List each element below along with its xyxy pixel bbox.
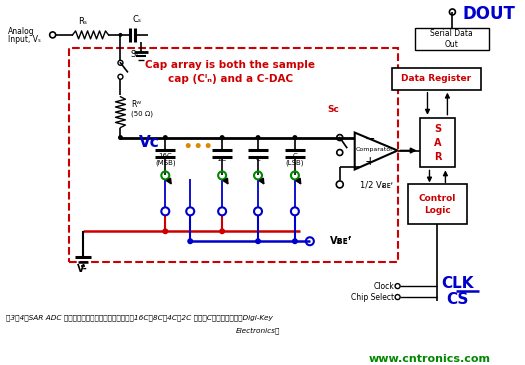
- Text: Cap array is both the sample
cap (Cᴵₙ) and a C-DAC: Cap array is both the sample cap (Cᴵₙ) a…: [145, 60, 315, 84]
- Text: Input, Vₛ: Input, Vₛ: [8, 35, 40, 45]
- Bar: [415, 28, 489, 50]
- Text: 2C: 2C: [217, 157, 227, 162]
- Circle shape: [255, 238, 261, 244]
- Text: CS: CS: [446, 292, 469, 307]
- Bar: [419, 118, 455, 168]
- Text: DOUT: DOUT: [463, 5, 516, 23]
- Circle shape: [256, 135, 260, 140]
- Text: Control
Logic: Control Logic: [419, 193, 456, 215]
- Circle shape: [118, 135, 123, 140]
- Text: Sᴄ: Sᴄ: [328, 105, 340, 114]
- Text: Cₛ: Cₛ: [133, 15, 142, 24]
- Circle shape: [292, 135, 297, 140]
- Text: Comparator: Comparator: [356, 147, 394, 152]
- Text: S₁: S₁: [130, 50, 139, 59]
- Text: 16C
(MSB): 16C (MSB): [155, 153, 176, 166]
- Text: 1/2 Vᴃᴇᶠ: 1/2 Vᴃᴇᶠ: [360, 181, 393, 190]
- Text: C
(LSB): C (LSB): [286, 153, 304, 166]
- Text: 图3：4位SAR ADC 光幂具有完整的数字加权电容阵列：16C、8C、4C、2C 和两个C。（图片来源：Digi-Key: 图3：4位SAR ADC 光幂具有完整的数字加权电容阵列：16C、8C、4C、2…: [6, 314, 272, 320]
- Text: www.cntronics.com: www.cntronics.com: [369, 354, 490, 364]
- Circle shape: [292, 238, 298, 244]
- Text: V-: V-: [77, 264, 88, 274]
- Text: +: +: [364, 155, 375, 168]
- Text: Rₛ: Rₛ: [78, 18, 87, 26]
- Text: S
A
R: S A R: [434, 123, 441, 162]
- Text: CLK: CLK: [441, 276, 474, 291]
- Circle shape: [219, 228, 225, 234]
- Text: Clock: Clock: [374, 281, 395, 291]
- Text: Vᴄ: Vᴄ: [139, 135, 160, 150]
- Bar: [69, 48, 397, 262]
- Circle shape: [219, 135, 225, 140]
- Text: Electronics）: Electronics）: [236, 327, 280, 334]
- Circle shape: [163, 135, 168, 140]
- Text: Chip Select: Chip Select: [351, 293, 395, 301]
- Circle shape: [119, 33, 122, 37]
- Circle shape: [187, 238, 193, 244]
- Polygon shape: [355, 132, 397, 169]
- Circle shape: [162, 228, 169, 234]
- Bar: [407, 184, 467, 224]
- Text: Data Register: Data Register: [402, 74, 471, 83]
- Bar: [392, 68, 481, 90]
- Text: Serial Data
Out: Serial Data Out: [430, 29, 473, 49]
- Text: Vᴃᴇᶠ: Vᴃᴇᶠ: [330, 236, 352, 246]
- Circle shape: [186, 143, 191, 148]
- Text: Analog: Analog: [8, 27, 35, 36]
- Circle shape: [206, 143, 211, 148]
- Text: C: C: [256, 157, 260, 162]
- Text: (50 Ω): (50 Ω): [131, 110, 153, 117]
- Circle shape: [196, 143, 201, 148]
- Text: −: −: [364, 133, 375, 146]
- Text: Rᵂ: Rᵂ: [131, 100, 142, 109]
